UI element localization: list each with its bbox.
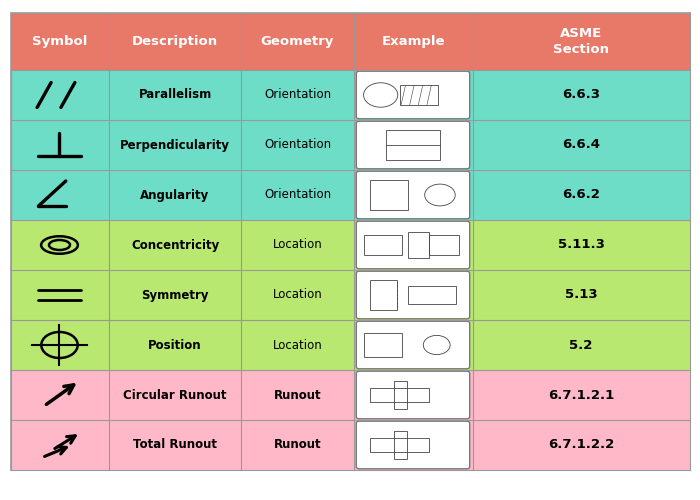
Text: Position: Position bbox=[148, 338, 202, 351]
Bar bbox=[10, 270, 690, 320]
Bar bbox=[10, 170, 690, 220]
Bar bbox=[370, 280, 397, 310]
Text: 6.7.1.2.2: 6.7.1.2.2 bbox=[548, 438, 614, 452]
Bar bbox=[365, 333, 402, 357]
Bar bbox=[429, 236, 459, 255]
Text: Parallelism: Parallelism bbox=[139, 88, 211, 102]
Bar bbox=[393, 431, 407, 459]
FancyBboxPatch shape bbox=[356, 71, 470, 119]
Text: Location: Location bbox=[272, 338, 323, 351]
Text: ASME
Section: ASME Section bbox=[553, 26, 609, 56]
Text: Symmetry: Symmetry bbox=[141, 288, 209, 302]
Bar bbox=[10, 70, 690, 120]
FancyBboxPatch shape bbox=[356, 321, 470, 369]
Bar bbox=[10, 120, 690, 170]
Text: Location: Location bbox=[272, 238, 323, 252]
Bar bbox=[10, 320, 690, 370]
Bar bbox=[386, 130, 440, 160]
Text: Geometry: Geometry bbox=[261, 35, 334, 48]
Text: Runout: Runout bbox=[274, 438, 321, 452]
Bar bbox=[365, 236, 402, 255]
Bar bbox=[400, 86, 438, 104]
Text: Circular Runout: Circular Runout bbox=[123, 388, 227, 402]
FancyBboxPatch shape bbox=[356, 421, 470, 469]
Bar bbox=[393, 381, 407, 409]
Text: 6.6.2: 6.6.2 bbox=[562, 188, 600, 202]
Text: Concentricity: Concentricity bbox=[131, 238, 219, 252]
FancyBboxPatch shape bbox=[356, 371, 470, 419]
Bar bbox=[10, 220, 690, 270]
Text: Orientation: Orientation bbox=[264, 88, 331, 102]
Bar bbox=[407, 286, 456, 304]
FancyBboxPatch shape bbox=[356, 121, 470, 169]
Text: 5.13: 5.13 bbox=[565, 288, 597, 302]
Text: 5.11.3: 5.11.3 bbox=[558, 238, 604, 252]
Bar bbox=[370, 388, 429, 402]
Bar bbox=[10, 12, 690, 70]
Text: Description: Description bbox=[132, 35, 218, 48]
Text: 6.6.3: 6.6.3 bbox=[562, 88, 600, 102]
FancyBboxPatch shape bbox=[356, 171, 470, 219]
Text: 5.2: 5.2 bbox=[569, 338, 593, 351]
Text: Runout: Runout bbox=[274, 388, 321, 402]
Text: Location: Location bbox=[272, 288, 323, 302]
Text: Orientation: Orientation bbox=[264, 188, 331, 202]
Bar bbox=[10, 420, 690, 470]
Text: Example: Example bbox=[382, 35, 444, 48]
FancyBboxPatch shape bbox=[356, 221, 470, 269]
Text: 6.7.1.2.1: 6.7.1.2.1 bbox=[548, 388, 614, 402]
Bar bbox=[370, 438, 429, 452]
Text: Angularity: Angularity bbox=[141, 188, 209, 202]
Bar bbox=[10, 370, 690, 420]
Text: Symbol: Symbol bbox=[32, 35, 88, 48]
FancyBboxPatch shape bbox=[356, 271, 470, 319]
Text: 6.6.4: 6.6.4 bbox=[562, 138, 600, 151]
Text: Total Runout: Total Runout bbox=[133, 438, 217, 452]
Bar bbox=[407, 232, 429, 258]
Bar bbox=[370, 180, 407, 210]
Text: Perpendicularity: Perpendicularity bbox=[120, 138, 230, 151]
Text: Orientation: Orientation bbox=[264, 138, 331, 151]
